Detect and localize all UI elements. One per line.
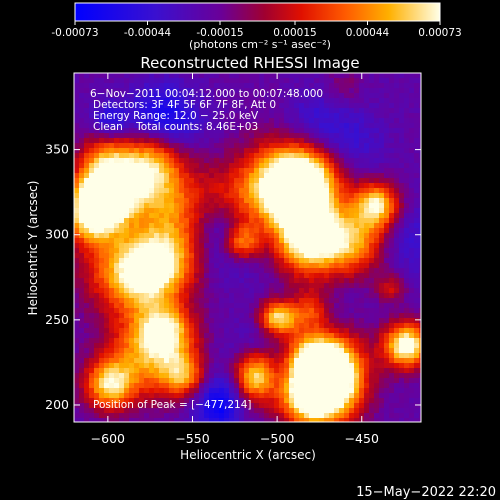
clean-counts-text: Clean Total counts: 8.46E+03 xyxy=(93,121,258,133)
x-axis-label: Heliocentric X (arcsec) xyxy=(180,448,316,462)
image-annotations: 6−Nov−2011 00:04:12.000 to 00:07:48.000 … xyxy=(90,88,323,411)
colorbar-gradient xyxy=(74,2,441,22)
x-tick-label: −550 xyxy=(175,431,209,446)
image-pixels xyxy=(74,73,421,422)
colorbar-tick-label: 0.00044 xyxy=(346,27,390,39)
colorbar-tick-label: 0.00015 xyxy=(273,27,316,39)
x-tick-label: −450 xyxy=(345,431,379,446)
rhessi-image xyxy=(74,73,421,422)
colorbar-tick-label: 0.00073 xyxy=(418,27,461,39)
footer-timestamp: 15−May−2022 22:20 xyxy=(356,485,496,500)
x-tick-label: −500 xyxy=(260,431,294,446)
plot-title: Reconstructed RHESSI Image xyxy=(140,54,359,72)
time-range-text: 6−Nov−2011 00:04:12.000 to 00:07:48.000 xyxy=(90,88,323,100)
plot-frame xyxy=(73,72,422,423)
y-tick-label: 350 xyxy=(45,142,69,157)
colorbar-tick-label: -0.00044 xyxy=(124,27,172,39)
y-tick-label: 200 xyxy=(45,397,69,412)
colorbar: -0.00073 -0.00044 -0.00015 0.00015 0.00044 0.… xyxy=(51,2,462,51)
energy-range-text: Energy Range: 12.0 − 25.0 keV xyxy=(93,110,259,122)
colorbar-ticks: -0.00073 -0.00044 -0.00015 0.00015 0.00044 0.… xyxy=(51,21,462,39)
colorbar-units: (photons cm⁻² s⁻¹ asec⁻²) xyxy=(189,38,331,51)
colorbar-tick-label: -0.00015 xyxy=(196,27,243,39)
x-axis: −600 −550 −500 −450 xyxy=(91,73,379,446)
y-tick-label: 250 xyxy=(45,312,69,327)
y-axis: 200 250 300 350 xyxy=(45,142,421,412)
peak-position-text: Position of Peak = [−477,214] xyxy=(93,399,252,411)
detectors-text: Detectors: 3F 4F 5F 6F 7F 8F, Att 0 xyxy=(93,99,276,111)
y-tick-label: 300 xyxy=(45,227,69,242)
colorbar-tick-label: -0.00073 xyxy=(51,27,98,39)
y-axis-label: Heliocentric Y (arcsec) xyxy=(26,181,40,316)
x-tick-label: −600 xyxy=(91,431,125,446)
